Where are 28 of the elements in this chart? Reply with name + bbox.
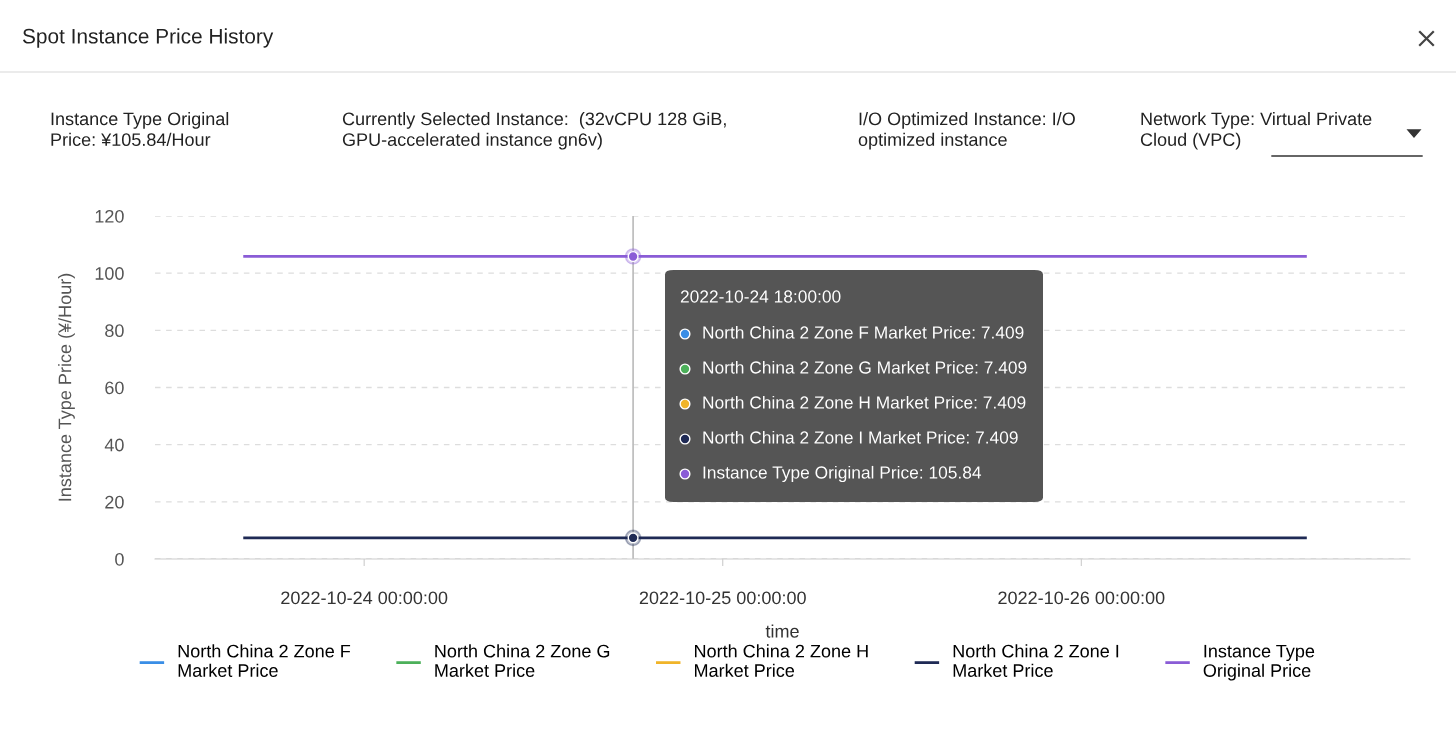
text: Currently Selected Instance: (32vCPU 128 GiB, GPU-accelerated instance gn6v) <box>342 112 726 150</box>
y-tick-label: 80 <box>105 324 124 338</box>
legend-label: North China 2 Zone G Market Price <box>435 644 610 677</box>
legend-label: North China 2 Zone F Market Price <box>178 644 351 677</box>
y-axis-title: Instance Type Price (¥/Hour) <box>58 273 75 501</box>
text: I/O Optimized Instance: I/O optimized instance <box>858 112 1075 150</box>
legend-label: North China 2 Zone I Market Price <box>953 644 1119 677</box>
y-tick-label: 20 <box>105 495 124 509</box>
legend-label: North China 2 Zone H Market Price <box>695 644 868 677</box>
y-tick-label: 60 <box>105 381 124 395</box>
annotation: North China 2 Zone F Market Price: 7.409 <box>703 325 1024 339</box>
annotation: North China 2 Zone I Market Price: 7.409 <box>703 430 1018 444</box>
annotation: North China 2 Zone G Market Price: 7.409 <box>703 360 1027 374</box>
x-tick-label: 2022-10-26 00:00:00 <box>998 591 1165 605</box>
text: Instance Type Original Price: ¥105.84/Hour <box>51 112 229 147</box>
x-tick-label: 2022-10-25 00:00:00 <box>639 591 806 605</box>
text: Network Type: Virtual Private Cloud (VPC) <box>1140 112 1372 150</box>
annotation: Instance Type Original Price: 105.84 <box>703 465 982 483</box>
y-tick-label: 0 <box>115 552 124 566</box>
x-tick-label: 2022-10-24 00:00:00 <box>281 591 448 605</box>
annotation: North China 2 Zone H Market Price: 7.409 <box>703 395 1026 409</box>
y-tick-label: 120 <box>95 209 124 223</box>
y-tick-label: 40 <box>104 438 124 452</box>
chart-title: Spot Instance Price History <box>22 28 274 48</box>
x-axis-title: time <box>765 624 799 638</box>
annotation: 2022-10-24 18:00:00 <box>680 290 841 303</box>
legend-label: Instance Type Original Price <box>1203 644 1315 681</box>
y-tick-label: 100 <box>95 267 124 280</box>
